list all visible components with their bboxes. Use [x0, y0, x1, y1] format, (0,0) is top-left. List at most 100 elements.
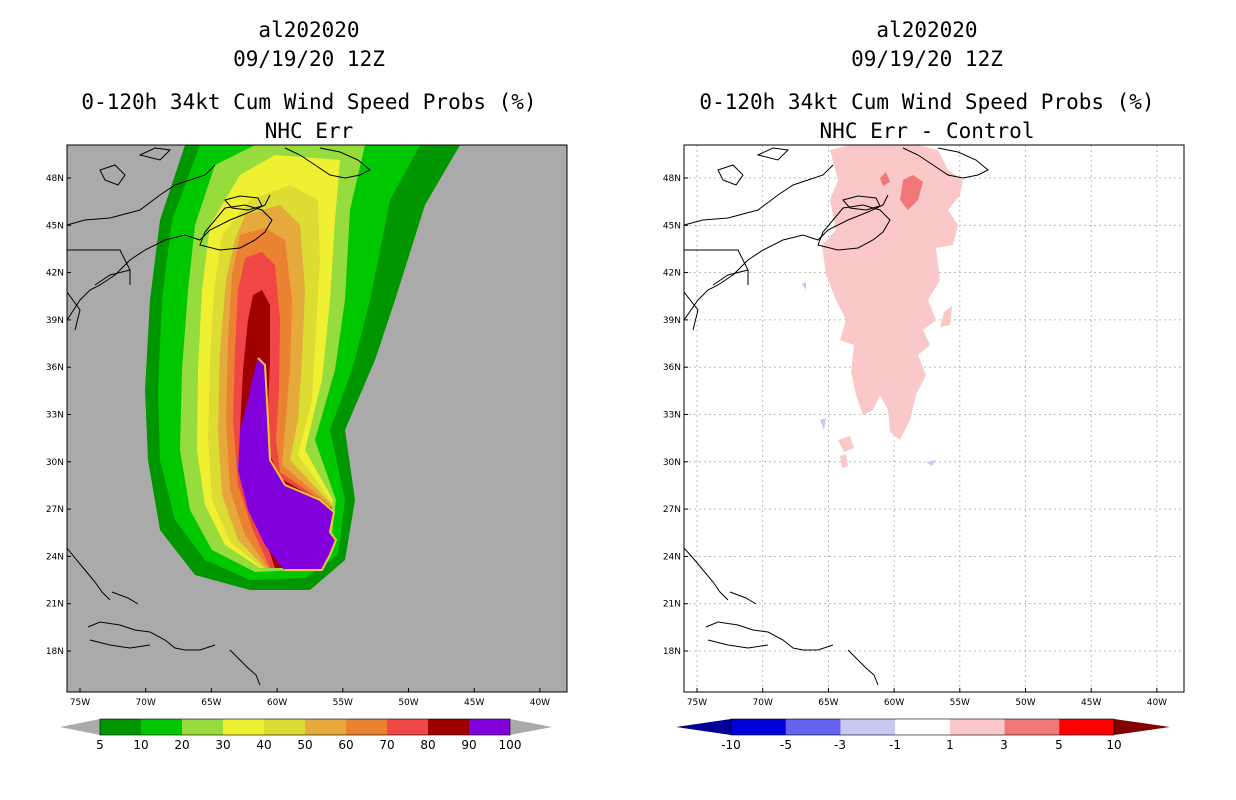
diff-positive-small-2 — [840, 454, 848, 468]
diff-negative-2 — [926, 460, 936, 466]
diff-positive-small-1 — [838, 436, 854, 452]
left-colorbar-swatch — [305, 719, 347, 735]
right-lat-label: 21N — [663, 600, 681, 610]
left-cb-label-4: 40 — [256, 738, 271, 752]
left-lat-label: 33N — [46, 411, 64, 421]
right-cb-label-7: 10 — [1106, 738, 1121, 752]
left-lon-label: 75W — [70, 698, 90, 708]
left-cb-label-0: 5 — [96, 738, 104, 752]
right-lon-label: 60W — [884, 698, 904, 708]
left-colorbar-swatch — [100, 719, 142, 735]
right-lat-label: 45N — [663, 221, 681, 231]
right-lat-label: 30N — [663, 458, 681, 468]
right-datetime: 09/19/20 12Z — [851, 47, 1003, 71]
right-colorbar-swatch — [1004, 719, 1060, 735]
right-lat-label: 42N — [663, 269, 681, 279]
left-cb-label-3: 30 — [215, 738, 230, 752]
right-map-frame — [683, 144, 1185, 693]
right-cb-label-1: -5 — [780, 738, 792, 752]
right-lon-label: 40W — [1147, 698, 1167, 708]
right-cb-label-2: -3 — [834, 738, 846, 752]
left-colorbar-under — [60, 719, 100, 735]
left-lat-label: 48N — [46, 174, 64, 184]
right-colorbar-swatch — [1059, 719, 1115, 735]
left-cb-label-9: 90 — [461, 738, 476, 752]
left-lon-label: 70W — [136, 698, 156, 708]
right-map: 48N 45N 42N 39N 36N 33N 30N 27N 24N 21N 18N 75W 70W 6… — [663, 144, 1185, 752]
left-lat-label: 24N — [46, 552, 64, 562]
prob-band-90 — [238, 358, 336, 570]
left-colorbar-swatch — [264, 719, 306, 735]
right-cb-label-4: 1 — [946, 738, 954, 752]
right-storm-id: al202020 — [876, 18, 978, 42]
right-lat-label: 18N — [663, 647, 681, 657]
diff-negative-1 — [820, 418, 826, 430]
left-subtitle: NHC Err — [264, 119, 354, 143]
left-lon-label: 50W — [398, 698, 418, 708]
right-coastlines — [684, 147, 989, 686]
right-colorbar-swatch — [895, 719, 951, 735]
left-lon-label: 60W — [267, 698, 287, 708]
right-lat-label: 27N — [663, 505, 681, 515]
right-axis-ticks: 48N 45N 42N 39N 36N 33N 30N 27N 24N 21N 18N 75W 70W 6… — [663, 174, 1167, 708]
diff-positive-3to5 — [900, 175, 923, 210]
left-colorbar-swatch — [387, 719, 429, 735]
right-cb-label-0: -10 — [721, 738, 741, 752]
left-lat-label: 18N — [46, 647, 64, 657]
left-colorbar-swatch — [182, 719, 224, 735]
left-axis-ticks: 48N 45N 42N 39N 36N 33N 30N 27N 24N 21N 18N 75W 70W 6… — [46, 174, 550, 708]
right-colorbar-under — [676, 719, 731, 735]
left-cb-label-7: 70 — [379, 738, 394, 752]
left-lon-label: 65W — [201, 698, 221, 708]
left-lon-label: 40W — [530, 698, 550, 708]
right-colorbar-swatch — [731, 719, 787, 735]
left-lon-label: 45W — [464, 698, 484, 708]
left-coastlines — [67, 147, 371, 686]
right-panel: al202020 09/19/20 12Z 0-120h 34kt Cum Wi… — [618, 0, 1236, 800]
right-colorbar-swatch — [785, 719, 841, 735]
right-lon-label: 65W — [818, 698, 838, 708]
diff-positive-3to5-small — [880, 172, 890, 186]
left-product-title: 0-120h 34kt Cum Wind Speed Probs (%) — [81, 90, 537, 114]
right-lon-label: 55W — [950, 698, 970, 708]
left-datetime: 09/19/20 12Z — [233, 47, 385, 71]
left-colorbar-swatch — [469, 719, 511, 735]
right-colorbar-swatch — [949, 719, 1005, 735]
left-lat-label: 39N — [46, 316, 64, 326]
left-colorbar-swatch — [428, 719, 470, 735]
right-colorbar-swatch — [840, 719, 896, 735]
diff-positive-1to3 — [822, 145, 963, 440]
left-colorbar-over — [510, 719, 552, 735]
right-cb-label-5: 3 — [1000, 738, 1008, 752]
left-colorbar-swatch — [223, 719, 265, 735]
right-lon-label: 75W — [687, 698, 707, 708]
left-lat-label: 42N — [46, 269, 64, 279]
left-colorbar-swatch — [141, 719, 183, 735]
left-storm-id: al202020 — [258, 18, 360, 42]
left-map: 48N 45N 42N 39N 36N 33N 30N 27N 24N 21N 18N 75W 70W 6… — [46, 144, 568, 752]
left-lat-label: 30N — [46, 458, 64, 468]
left-colorbar-swatch — [346, 719, 388, 735]
left-lat-label: 45N — [46, 221, 64, 231]
prob-100-outline — [257, 357, 338, 571]
left-lat-label: 36N — [46, 363, 64, 373]
left-cb-label-6: 60 — [338, 738, 353, 752]
right-lat-label: 36N — [663, 363, 681, 373]
left-cb-label-5: 50 — [297, 738, 312, 752]
right-gridlines — [684, 145, 1184, 692]
right-colorbar: -10 -5 -3 -1 1 3 5 10 — [676, 718, 1170, 752]
diff-positive-small-3 — [940, 306, 952, 327]
right-lat-label: 39N — [663, 316, 681, 326]
right-lon-label: 70W — [753, 698, 773, 708]
left-cb-label-2: 20 — [174, 738, 189, 752]
right-lon-label: 45W — [1081, 698, 1101, 708]
left-lon-label: 55W — [333, 698, 353, 708]
right-lat-label: 24N — [663, 552, 681, 562]
left-map-frame — [66, 144, 568, 693]
right-lat-label: 33N — [663, 411, 681, 421]
right-lon-label: 50W — [1015, 698, 1035, 708]
right-cb-label-6: 5 — [1055, 738, 1063, 752]
left-cb-label-8: 80 — [420, 738, 435, 752]
right-cb-label-3: -1 — [889, 738, 901, 752]
right-subtitle: NHC Err - Control — [819, 119, 1035, 143]
